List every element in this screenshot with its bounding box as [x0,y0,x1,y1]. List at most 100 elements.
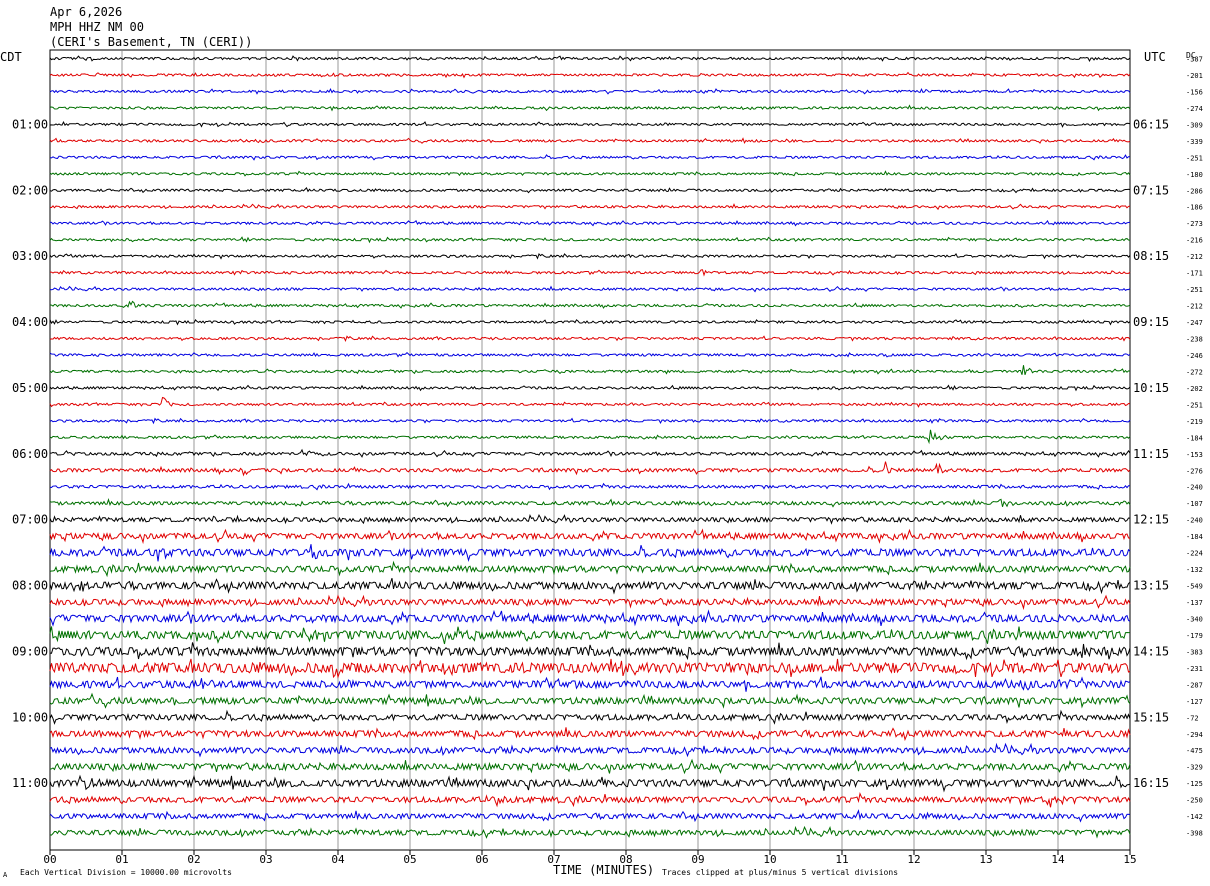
dc-offset-label: -224 [1186,550,1203,558]
x-tick-label: 00 [43,853,56,866]
cdt-hour-label: 07:00 [12,513,48,527]
dc-label: DC [1186,51,1196,60]
dc-offset-label: -247 [1186,319,1203,327]
clip-note: Traces clipped at plus/minus 5 vertical … [662,868,898,877]
seismic-trace [49,429,1131,445]
utc-hour-label: 08:15 [1133,249,1169,263]
utc-hour-label: 12:15 [1133,513,1169,527]
dc-offset-label: -171 [1186,270,1203,278]
seismic-trace [49,203,1131,211]
station-title: MPH HHZ NM 00 [50,20,144,34]
seismic-trace [49,774,1131,793]
seismic-trace [49,71,1131,79]
footer-glyph: A [3,871,8,879]
dc-offset-label: -201 [1186,72,1203,80]
seismic-trace [49,154,1131,161]
dc-offset-label: -286 [1186,187,1203,195]
utc-hour-label: 15:15 [1133,710,1169,724]
dc-offset-label: -272 [1186,368,1203,376]
seismic-trace [49,626,1131,645]
dc-offset-label: -127 [1186,698,1203,706]
dc-offset-label: -398 [1186,830,1203,838]
dc-offset-label: -240 [1186,517,1203,525]
seismic-trace [49,55,1131,63]
scale-note: Each Vertical Division = 10000.00 microv… [20,868,232,877]
seismic-trace [49,758,1131,775]
dc-offset-label: -72 [1186,714,1199,722]
x-tick-label: 07 [547,853,560,866]
dc-offset-label: -137 [1186,599,1203,607]
x-tick-label: 09 [691,853,704,866]
dc-offset-label: -383 [1186,648,1203,656]
dc-offset-label: -153 [1186,451,1203,459]
seismic-trace [49,825,1131,839]
plot-frame [49,49,1131,851]
dc-offset-label: -184 [1186,434,1203,442]
dc-offset-label: -156 [1186,88,1203,96]
cdt-hour-label: 06:00 [12,447,48,461]
x-tick-label: 02 [187,853,200,866]
dc-offset-label: -276 [1186,467,1203,475]
dc-offset-label: -339 [1186,138,1203,146]
dc-offset-label: -294 [1186,731,1203,739]
seismic-trace [49,104,1131,112]
seismic-trace [49,219,1131,227]
seismic-trace [49,269,1131,277]
seismic-trace [49,727,1131,742]
seismic-trace [49,417,1131,425]
dc-offset-label: -202 [1186,385,1203,393]
seismic-trace [49,742,1131,758]
dc-offset-label: -251 [1186,286,1203,294]
cdt-hour-label: 08:00 [12,579,48,593]
x-tick-label: 03 [259,853,272,866]
dc-offset-label: -340 [1186,615,1203,623]
cdt-hour-label: 03:00 [12,249,48,263]
x-tick-label: 04 [331,853,345,866]
x-tick-label: 14 [1051,853,1065,866]
dc-offset-label: -184 [1186,533,1203,541]
dc-offset-label: -186 [1186,204,1203,212]
seismic-trace [49,692,1131,709]
x-tick-label: 13 [979,853,992,866]
x-tick-label: 10 [763,853,776,866]
seismic-trace [49,384,1131,392]
utc-hour-label: 14:15 [1133,644,1169,658]
dc-offset-label: -387 [1186,56,1203,64]
x-tick-label: 05 [403,853,416,866]
dc-offset-label: -107 [1186,500,1203,508]
dc-offset-label: -273 [1186,220,1203,228]
x-tick-label: 01 [115,853,128,866]
seismic-trace [49,642,1131,661]
seismic-trace [49,544,1131,562]
seismic-trace [49,121,1131,128]
cdt-hour-label: 05:00 [12,381,48,395]
utc-hour-label: 11:15 [1133,447,1169,461]
seismic-trace [49,609,1131,627]
seismic-trace [49,709,1131,725]
x-tick-label: 15 [1123,853,1136,866]
dc-offset-label: -212 [1186,253,1203,261]
cdt-hour-label: 10:00 [12,710,48,724]
dc-offset-label: -475 [1186,747,1203,755]
dc-offset-label: -238 [1186,335,1203,343]
cdt-hour-label: 01:00 [12,117,48,131]
seismic-trace [49,676,1131,692]
seismic-trace [49,318,1131,326]
seismic-trace [49,658,1131,679]
seismic-trace [49,252,1131,260]
dc-offset-label: -219 [1186,418,1203,426]
x-tick-label: 08 [619,853,632,866]
utc-hour-label: 10:15 [1133,381,1169,395]
seismic-trace [49,285,1131,293]
seismic-trace [49,560,1131,578]
dc-offset-label: -180 [1186,171,1203,179]
x-tick-label: 06 [475,853,488,866]
seismic-trace [49,482,1131,491]
utc-hour-label: 06:15 [1133,117,1169,131]
dc-offset-label: -246 [1186,352,1203,360]
utc-hour-label: 16:15 [1133,776,1169,790]
seismic-trace [49,461,1131,477]
seismic-trace [49,236,1131,244]
utc-hour-label: 13:15 [1133,579,1169,593]
